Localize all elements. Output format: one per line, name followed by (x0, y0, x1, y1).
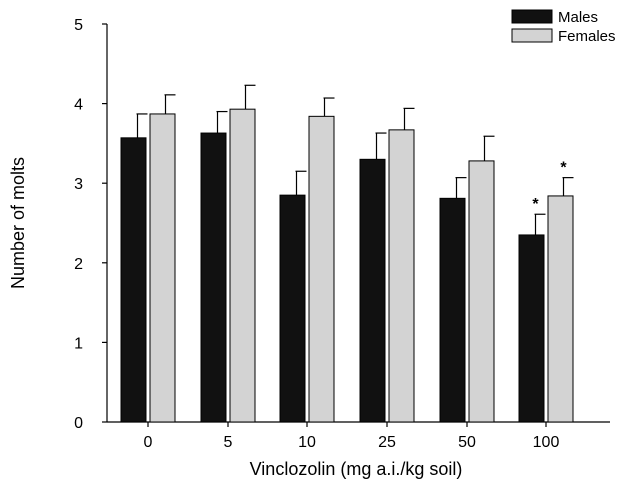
x-axis-label: Vinclozolin (mg a.i./kg soil) (250, 459, 463, 479)
bar-males (120, 137, 147, 423)
bar-males (439, 197, 466, 423)
x-tick-label: 25 (378, 434, 396, 451)
y-tick-label: 2 (74, 256, 83, 273)
x-tick-label: 0 (144, 434, 153, 451)
legend-swatch-males (511, 9, 553, 24)
x-tick-label: 5 (224, 434, 233, 451)
x-tick-label: 100 (533, 434, 560, 451)
significance-marker: * (532, 196, 539, 213)
y-ticks: 0 1 2 3 4 5 (74, 17, 107, 432)
bar-females (149, 113, 176, 423)
significance-marker: * (560, 160, 567, 177)
legend-label: Males (558, 9, 598, 26)
bar-males (279, 194, 306, 423)
x-tick-label: 50 (458, 434, 476, 451)
bar-females (308, 115, 335, 423)
legend-swatch-females (511, 28, 553, 43)
x-tick-label: 10 (298, 434, 316, 451)
x-ticks: 0 5 10 25 50 100 (144, 422, 560, 451)
y-axis-label: Number of molts (8, 157, 28, 289)
y-tick-label: 1 (74, 335, 83, 352)
y-tick-label: 4 (74, 97, 83, 114)
bar-females (468, 160, 495, 423)
legend: Males Females (511, 9, 616, 45)
bar-males (359, 158, 386, 423)
x-axis: 0 5 10 25 50 100 Vinclozolin (mg a.i./kg soil… (107, 421, 610, 479)
bar-females (388, 129, 415, 423)
y-tick-label: 3 (74, 176, 83, 193)
bar-females (229, 108, 256, 423)
bars: ** (120, 84, 574, 423)
y-axis: 0 1 2 3 4 5 Number of molts (8, 17, 108, 432)
legend-label: Females (558, 28, 616, 45)
bar-males (200, 132, 227, 423)
bar-males (518, 234, 545, 423)
y-tick-label: 5 (74, 17, 83, 34)
bar-females (547, 195, 574, 423)
y-tick-label: 0 (74, 415, 83, 432)
